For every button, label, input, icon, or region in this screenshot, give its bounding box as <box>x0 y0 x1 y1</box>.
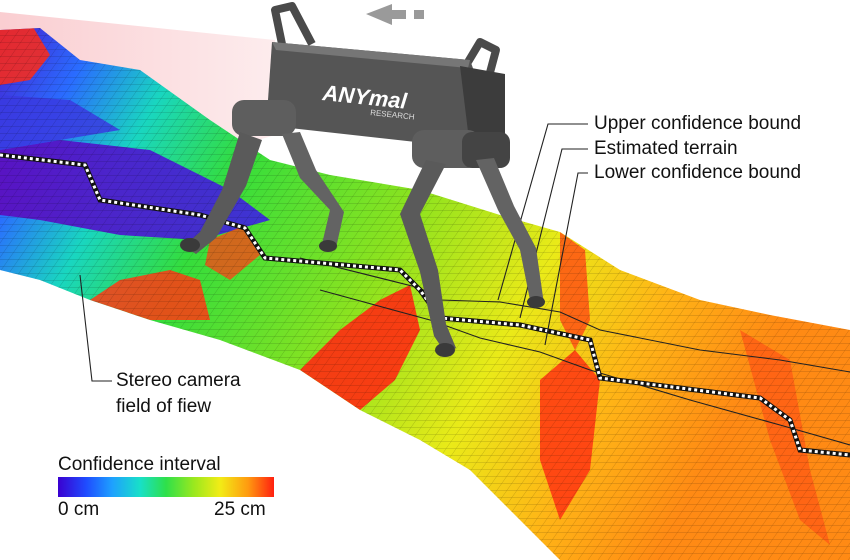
label-estimated-terrain: Estimated terrain <box>594 138 738 159</box>
leader-upper <box>497 123 588 301</box>
anymal-robot: ANYmal RESEARCH <box>180 2 545 357</box>
label-field-of-view: field of fiew <box>116 396 212 417</box>
label-upper-confidence-bound: Upper confidence bound <box>594 113 802 134</box>
colorbar-title: Confidence interval <box>58 454 221 475</box>
label-lower-confidence-bound: Lower confidence bound <box>594 162 802 183</box>
label-stereo-camera: Stereo camera <box>116 370 241 391</box>
leader-camera <box>79 274 112 382</box>
colorbar-max-label: 25 cm <box>214 499 266 520</box>
motion-arrow-icon <box>366 4 424 25</box>
leader-lower <box>544 172 588 346</box>
colorbar-min-label: 0 cm <box>58 499 100 520</box>
colorbar-gradient <box>58 477 274 497</box>
